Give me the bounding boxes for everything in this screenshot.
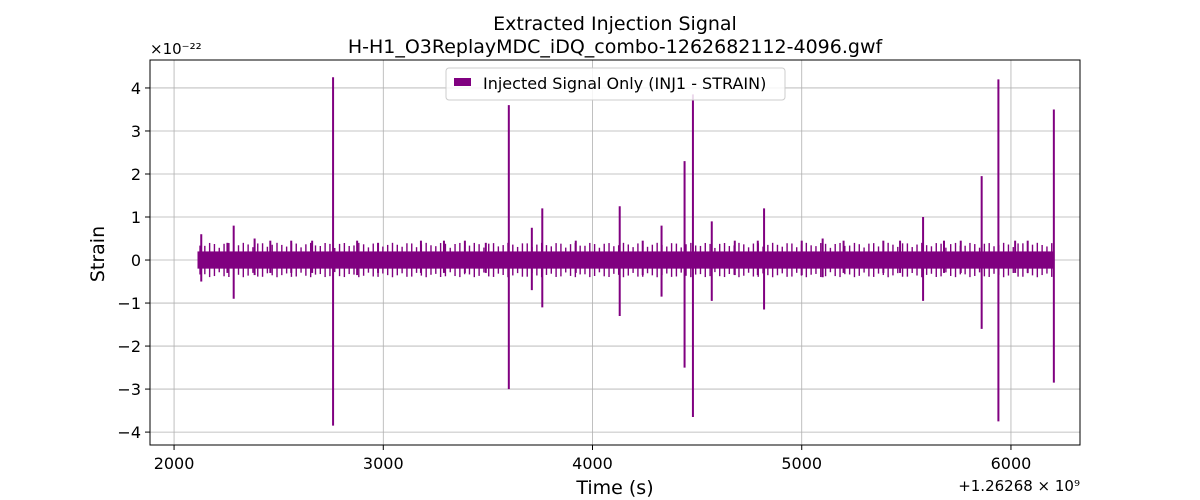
chart-subtitle: H-H1_O3ReplayMDC_iDQ_combo-1262682112-40… bbox=[348, 36, 884, 58]
axis-ticks: 2000 3000 4000 5000 6000 −4 −3 −2 −1 0 1 2 3 4 bbox=[117, 79, 1031, 473]
x-tick-label: 2000 bbox=[154, 454, 195, 473]
y-tick-label: 0 bbox=[131, 251, 141, 270]
x-tick-label: 5000 bbox=[781, 454, 822, 473]
y-axis-label: Strain bbox=[87, 226, 109, 282]
axes-frame bbox=[149, 59, 1081, 446]
x-axis-label: Time (s) bbox=[575, 477, 653, 499]
y-tick-label: −3 bbox=[117, 380, 141, 399]
y-tick-label: −1 bbox=[117, 294, 141, 313]
y-tick-label: 3 bbox=[131, 122, 141, 141]
y-tick-label: −2 bbox=[117, 337, 141, 356]
legend: Injected Signal Only (INJ1 - STRAIN) bbox=[445, 67, 786, 101]
x-tick-label: 6000 bbox=[991, 454, 1032, 473]
y-tick-label: 1 bbox=[131, 208, 141, 227]
x-tick-label: 4000 bbox=[572, 454, 613, 473]
y-tick-label: 2 bbox=[131, 165, 141, 184]
y-scale-label: ×10⁻²² bbox=[150, 40, 202, 58]
signal-band bbox=[197, 251, 1055, 269]
y-tick-label: 4 bbox=[131, 79, 141, 98]
legend-swatch bbox=[454, 78, 471, 86]
x-tick-label: 3000 bbox=[363, 454, 404, 473]
y-tick-label: −4 bbox=[117, 423, 141, 442]
legend-frame bbox=[445, 67, 786, 101]
chart-title: Extracted Injection Signal bbox=[493, 13, 737, 35]
legend-label: Injected Signal Only (INJ1 - STRAIN) bbox=[483, 74, 766, 93]
plot-area bbox=[197, 77, 1055, 426]
x-offset-label: +1.26268 × 10⁹ bbox=[958, 477, 1080, 495]
